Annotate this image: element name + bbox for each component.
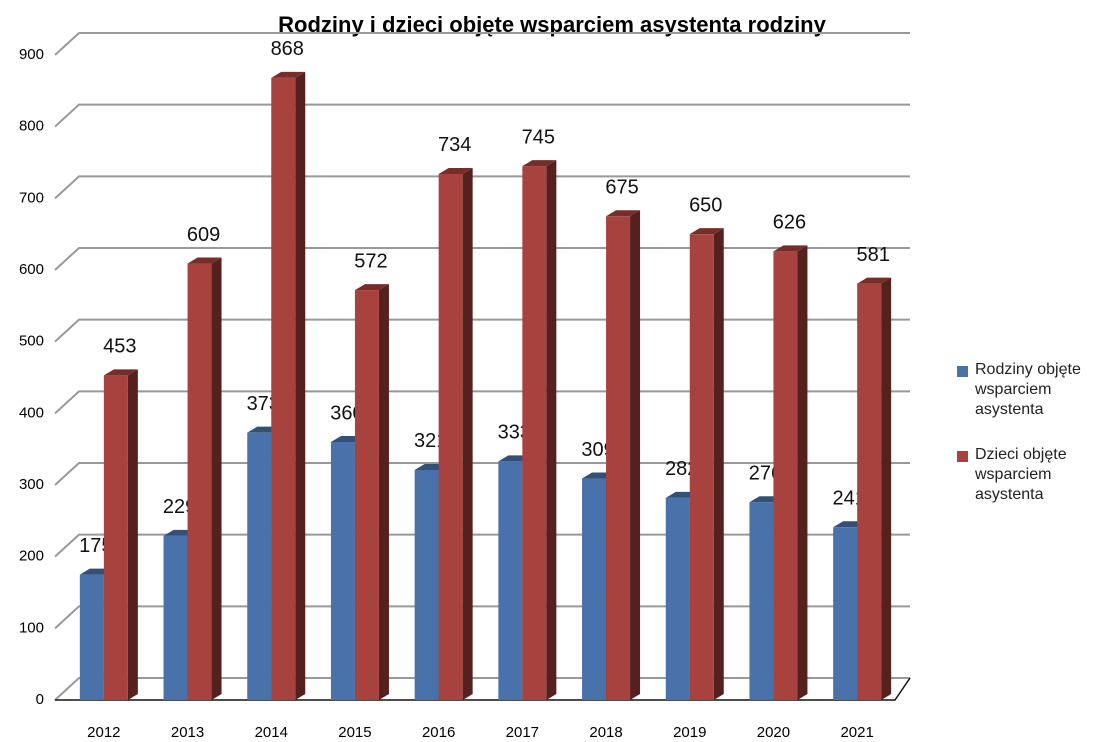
- bar-face: [833, 527, 858, 700]
- bar-face: [630, 210, 641, 700]
- bar: [606, 210, 641, 700]
- value-label: 626: [773, 212, 806, 234]
- x-tick-label: 2019: [673, 724, 706, 741]
- x-tick-label: 2015: [338, 724, 371, 741]
- bar-face: [247, 432, 272, 700]
- bar-face: [103, 369, 138, 376]
- bar: [438, 167, 473, 700]
- bar-face: [187, 257, 222, 264]
- y-tick-label: 600: [19, 261, 44, 278]
- bar-face: [330, 442, 355, 700]
- x-tick-label: 2013: [171, 724, 204, 741]
- bar-face: [498, 461, 523, 700]
- y-tick-label: 0: [36, 691, 44, 708]
- bar: [857, 277, 892, 700]
- value-label: 650: [689, 194, 722, 216]
- y-tick-label: 900: [19, 46, 44, 63]
- bar-face: [606, 210, 641, 217]
- bar: [187, 257, 222, 700]
- grid-line: [54, 32, 910, 56]
- bar-face: [354, 284, 389, 291]
- y-tick-label: 300: [19, 476, 44, 493]
- bar: [522, 160, 557, 701]
- y-tick-label: 700: [19, 189, 44, 206]
- bar-face: [127, 369, 138, 700]
- bar-face: [438, 173, 463, 700]
- x-tick-label: 2021: [840, 724, 873, 741]
- x-tick-label: 2020: [757, 724, 790, 741]
- legend-swatch: [957, 366, 968, 377]
- bar-face: [187, 263, 212, 700]
- x-tick-label: 2017: [506, 724, 539, 741]
- bar-face: [713, 228, 724, 700]
- bar-face: [881, 277, 892, 700]
- bar-face: [462, 167, 473, 700]
- bar: [103, 369, 138, 700]
- bar-face: [438, 167, 473, 174]
- legend-label: Dzieci objęte wsparciem asystenta: [975, 446, 1067, 503]
- bar-face: [79, 574, 104, 700]
- bar-face: [797, 245, 808, 700]
- bar-face: [857, 277, 892, 284]
- bar: [354, 284, 389, 700]
- y-tick-label: 800: [19, 118, 44, 135]
- bar-face: [295, 71, 306, 700]
- value-label: 453: [103, 336, 136, 358]
- legend-swatch: [957, 451, 968, 462]
- bar-face: [689, 228, 724, 235]
- bar-face: [606, 216, 631, 700]
- y-tick-label: 500: [19, 333, 44, 350]
- bar-face: [546, 160, 557, 701]
- bar-face: [211, 257, 222, 700]
- bar: [271, 71, 306, 700]
- x-tick-label: 2012: [87, 724, 120, 741]
- bar-face: [271, 77, 296, 700]
- x-tick-label: 2018: [589, 724, 622, 741]
- legend-label: Rodziny objęte wsparciem asystenta: [975, 361, 1081, 418]
- grid-line: [54, 103, 910, 128]
- y-tick-label: 200: [19, 548, 44, 565]
- bar-face: [857, 283, 882, 700]
- x-tick-label: 2014: [255, 724, 288, 741]
- value-label: 868: [271, 38, 304, 60]
- bar-face: [378, 284, 389, 700]
- bar-face: [354, 290, 379, 700]
- bar-face: [103, 375, 128, 700]
- bar-face: [773, 245, 808, 252]
- bar-face: [582, 478, 607, 700]
- bar-face: [522, 160, 557, 167]
- bar: [689, 228, 724, 700]
- bar-face: [689, 234, 714, 700]
- value-label: 675: [605, 177, 638, 199]
- value-label: 572: [354, 250, 387, 272]
- y-tick-label: 400: [19, 404, 44, 421]
- bar-face: [163, 535, 188, 700]
- bar-face: [271, 71, 306, 78]
- bar-face: [749, 502, 774, 700]
- x-tick-label: 2016: [422, 724, 455, 741]
- bar-face: [773, 251, 798, 700]
- bar-face: [522, 166, 547, 701]
- y-tick-label: 100: [19, 619, 44, 636]
- bar: [773, 245, 808, 700]
- value-label: 734: [438, 134, 471, 156]
- bar-face: [414, 469, 439, 700]
- grid-line: [54, 175, 910, 200]
- value-label: 609: [187, 224, 220, 246]
- value-label: 581: [856, 244, 889, 266]
- value-label: 745: [522, 126, 555, 148]
- bar-face: [665, 497, 690, 700]
